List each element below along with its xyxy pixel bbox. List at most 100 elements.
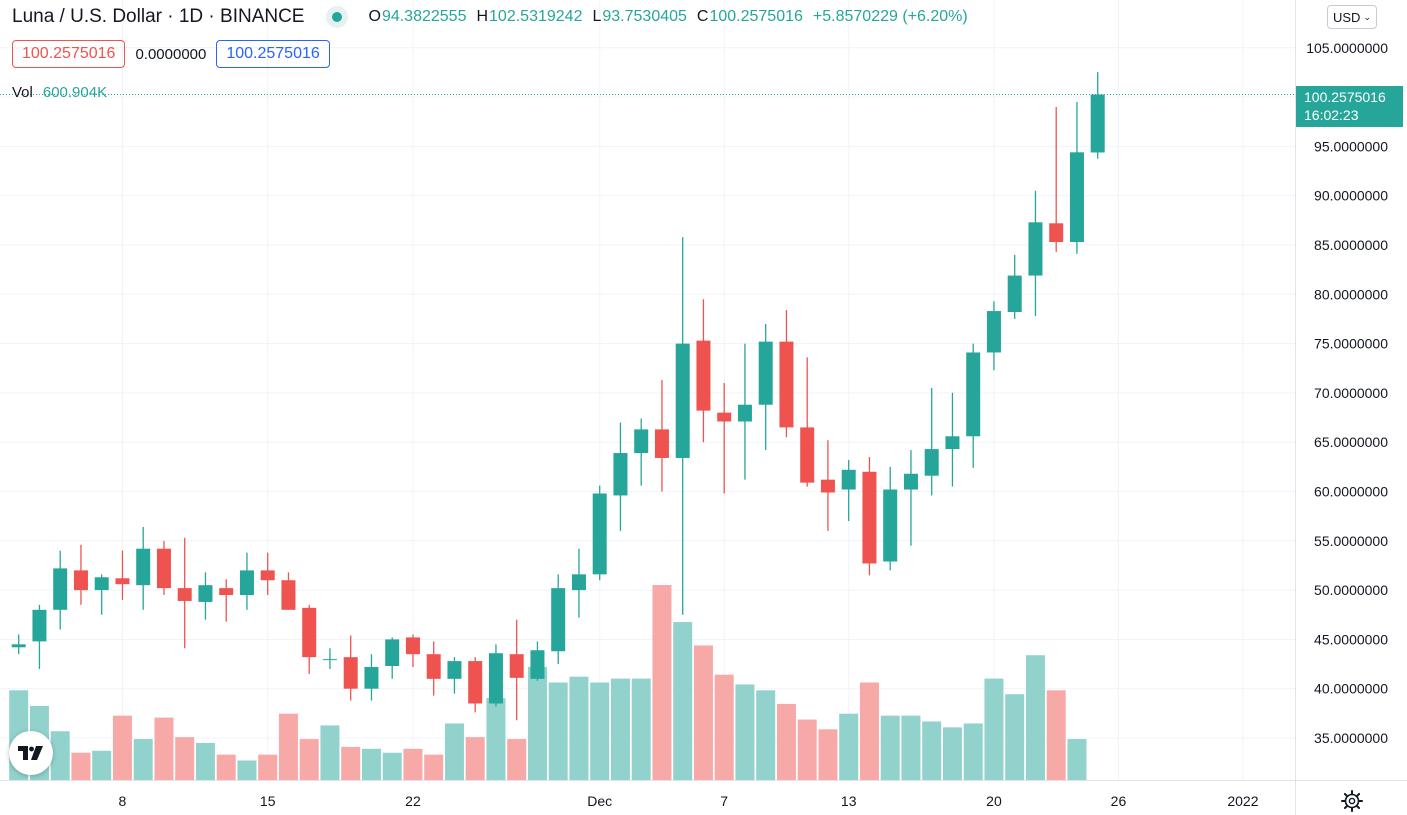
- candle-body: [945, 436, 960, 450]
- volume-bar: [548, 682, 568, 780]
- candle-body: [322, 659, 337, 661]
- time-tick-label: 7: [720, 793, 728, 809]
- candle-body: [800, 427, 815, 483]
- volume-bar: [444, 723, 464, 780]
- volume-bar: [133, 739, 153, 780]
- buy-price-box[interactable]: 100.2575016: [216, 40, 330, 68]
- candle-body: [717, 412, 732, 422]
- price-tick-label: 50.0000000: [1314, 582, 1388, 598]
- low-value: L93.7530405: [592, 8, 687, 25]
- logo-mark: [18, 746, 43, 760]
- tradingview-logo-icon[interactable]: [9, 731, 53, 775]
- volume-bar: [258, 754, 278, 780]
- price-tick-label: 75.0000000: [1314, 336, 1388, 352]
- volume-bar: [942, 727, 962, 780]
- volume-bar: [320, 725, 340, 780]
- time-axis[interactable]: 8 15 22 Dec 7 13 20 26 2022: [0, 780, 1407, 810]
- symbol-title[interactable]: Luna / U.S. Dollar · 1D · BINANCE: [12, 6, 305, 27]
- last-price-label: 100.2575016 16:02:23: [1296, 86, 1403, 127]
- volume-bar: [112, 715, 132, 780]
- candle-body: [654, 429, 669, 458]
- volume-bar: [507, 739, 527, 780]
- volume-bar: [403, 748, 423, 780]
- price-tick-label: 90.0000000: [1314, 188, 1388, 204]
- volume-bar: [880, 715, 900, 780]
- candle-body: [820, 479, 835, 493]
- candle-body: [260, 570, 275, 581]
- volume-bar: [154, 717, 174, 780]
- candle-body: [530, 650, 545, 679]
- volume-bar: [797, 719, 817, 780]
- candle-body: [364, 667, 379, 689]
- volume-bar: [175, 737, 195, 780]
- candle-body: [737, 404, 752, 422]
- volume-bar: [1005, 694, 1025, 780]
- candle-body: [239, 570, 254, 596]
- price-tick-label: 85.0000000: [1314, 237, 1388, 253]
- candle-body: [634, 429, 649, 454]
- price-boxes: 100.2575016 0.0000000 100.2575016: [12, 40, 330, 68]
- volume-bar: [839, 713, 859, 780]
- chart-header: Luna / U.S. Dollar · 1D · BINANCE O94.38…: [12, 5, 978, 29]
- price-tick-label: 60.0000000: [1314, 484, 1388, 500]
- high-value: H102.5319242: [476, 8, 583, 25]
- candle-body: [509, 654, 524, 678]
- volume-bar: [71, 752, 91, 780]
- candle-body: [779, 341, 794, 428]
- volume-bar: [631, 678, 651, 780]
- gear-icon[interactable]: [1340, 789, 1364, 813]
- candle-body: [115, 578, 130, 585]
- time-tick-label: 2022: [1227, 793, 1258, 809]
- chevron-down-icon: ⌄: [1363, 11, 1371, 22]
- candle-body: [1049, 223, 1064, 243]
- time-tick-label: 20: [986, 793, 1002, 809]
- currency-selector[interactable]: USD ⌄: [1327, 5, 1377, 29]
- price-axis[interactable]: 35.0000000 40.0000000 45.0000000 50.0000000…: [1295, 0, 1389, 815]
- volume-bar: [776, 703, 796, 780]
- bar-countdown: 16:02:23: [1304, 107, 1359, 123]
- price-tick-label: 80.0000000: [1314, 286, 1388, 302]
- candle-body: [32, 609, 47, 642]
- candle-body: [385, 639, 400, 667]
- market-status-icon[interactable]: [326, 6, 349, 28]
- price-tick-label: 55.0000000: [1314, 533, 1388, 549]
- time-tick-label: 15: [260, 793, 276, 809]
- volume-bar: [361, 748, 381, 780]
- candle-body: [177, 588, 192, 601]
- volume-label: Vol: [12, 84, 33, 101]
- candle-body: [281, 580, 296, 610]
- volume-bar: [465, 737, 485, 780]
- volume-bar: [859, 682, 879, 780]
- candle-body: [571, 574, 586, 591]
- sell-price-box[interactable]: 100.2575016: [12, 40, 126, 68]
- volume-bar: [1025, 655, 1045, 780]
- volume-bar: [693, 645, 713, 780]
- candlesticks: [11, 72, 1105, 721]
- volume-bar: [673, 622, 693, 780]
- candle-body: [966, 352, 981, 437]
- candle-body: [841, 469, 856, 490]
- candle-body: [198, 585, 213, 602]
- volume-bar: [1046, 690, 1066, 780]
- candle-body: [53, 568, 68, 610]
- candle-body: [302, 607, 317, 658]
- time-tick-label: Dec: [587, 793, 612, 809]
- price-tick-label: 105.0000000: [1306, 40, 1388, 56]
- time-tick-label: 26: [1111, 793, 1127, 809]
- candle-body: [468, 661, 483, 704]
- time-tick-label: 22: [405, 793, 421, 809]
- candle-body: [592, 493, 607, 575]
- volume-bar: [569, 676, 589, 780]
- volume-bar: [984, 678, 1004, 780]
- candle-body: [883, 489, 898, 562]
- volume-bar: [278, 713, 298, 780]
- candle-body: [1007, 275, 1022, 313]
- volume-bar: [486, 698, 506, 780]
- candle-body: [343, 657, 358, 689]
- volume-bar: [299, 739, 319, 780]
- volume-legend: Vol 600.904K: [12, 84, 107, 101]
- volume-bar: [714, 674, 734, 780]
- open-value: O94.3822555: [368, 8, 467, 25]
- candle-body: [136, 548, 151, 586]
